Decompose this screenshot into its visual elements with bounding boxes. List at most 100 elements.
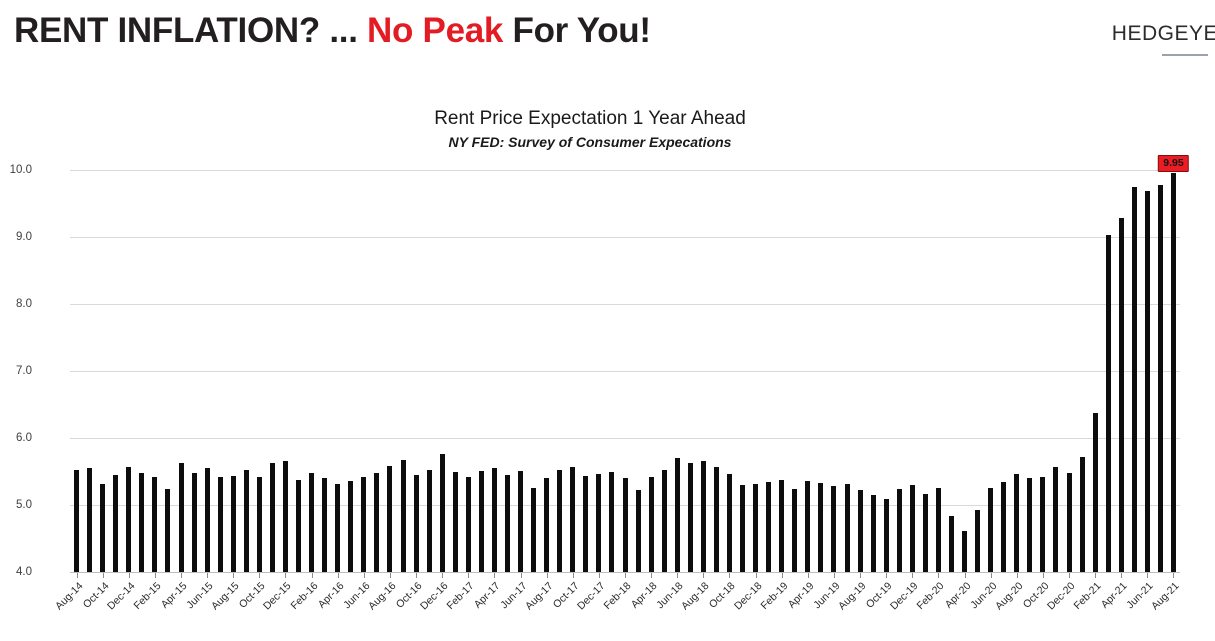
- gridline: [70, 170, 1180, 171]
- x-axis-tick: [912, 573, 914, 578]
- x-axis: Aug-14 Oct-14 Dec-14 Feb-15 Apr-15 Jun-15 Aug-…: [53, 573, 1182, 641]
- bar: [1105, 235, 1111, 572]
- chart-title: Rent Price Expectation 1 Year Ahead: [434, 108, 746, 129]
- bar: [818, 482, 824, 572]
- bar: [296, 479, 302, 572]
- bar: [126, 466, 132, 572]
- bar: [426, 469, 432, 572]
- bar: [439, 454, 445, 572]
- y-axis-tick-label: 6.0: [16, 432, 32, 444]
- x-axis-tick: [520, 573, 522, 578]
- plot-area: [70, 170, 1180, 573]
- bar: [779, 479, 785, 572]
- bar: [766, 481, 772, 572]
- bar: [518, 470, 524, 572]
- x-axis-tick: [781, 573, 783, 578]
- page-header: RENT INFLATION? ... No Peak For You! HED…: [0, 0, 1215, 72]
- headline-part-2: For You!: [503, 11, 652, 50]
- bar: [1001, 482, 1007, 572]
- x-axis-tick: [833, 573, 835, 578]
- bar: [504, 474, 510, 572]
- x-axis-tick: [990, 573, 992, 578]
- bar: [1170, 173, 1176, 572]
- x-axis-tick: [1147, 573, 1149, 578]
- x-axis-tick: [546, 573, 548, 578]
- bar: [1131, 186, 1137, 572]
- bar: [544, 477, 550, 572]
- x-axis-tick: [964, 573, 966, 578]
- bar: [1027, 478, 1033, 572]
- x-axis-tick: [677, 573, 679, 578]
- x-axis-tick: [102, 573, 104, 578]
- bar: [740, 484, 746, 572]
- bar: [962, 531, 968, 572]
- x-axis-tick: [1121, 573, 1123, 578]
- bar: [726, 473, 732, 572]
- bar: [648, 476, 654, 572]
- bar: [557, 469, 563, 572]
- bar: [1066, 472, 1072, 572]
- bar: [191, 472, 197, 572]
- bar: [204, 468, 210, 572]
- y-axis-tick-label: 4.0: [16, 566, 32, 578]
- gridline: [70, 371, 1180, 372]
- bar: [139, 472, 145, 572]
- bar: [400, 460, 406, 572]
- bar: [243, 470, 249, 572]
- bar: [1014, 473, 1020, 572]
- x-axis-tick: [389, 573, 391, 578]
- bar: [113, 474, 119, 572]
- x-axis-tick: [1042, 573, 1044, 578]
- bar: [1092, 412, 1098, 572]
- headline-accent: No Peak: [367, 11, 504, 50]
- chart-subtitle: NY FED: Survey of Consumer Expecations: [448, 134, 732, 150]
- gridline: [70, 237, 1180, 238]
- bar: [713, 467, 719, 572]
- bar: [1144, 191, 1150, 572]
- bar: [452, 472, 458, 572]
- bar: [674, 458, 680, 572]
- bar: [1118, 217, 1124, 572]
- chart-container: Rent Price Expectation 1 Year Ahead NY F…: [0, 72, 1215, 641]
- x-axis-tick: [1095, 573, 1097, 578]
- bar: [478, 470, 484, 572]
- x-axis-tick: [703, 573, 705, 578]
- gridline: [70, 438, 1180, 439]
- bar: [609, 472, 615, 572]
- brand-logo: HEDGEYE: [1112, 22, 1215, 56]
- bar: [491, 468, 497, 572]
- x-axis-tick: [598, 573, 600, 578]
- bar: [322, 478, 328, 572]
- y-axis-tick-label: 5.0: [16, 499, 32, 511]
- bar: [374, 472, 380, 572]
- bar: [857, 490, 863, 572]
- bar: [805, 480, 811, 572]
- bar: [831, 486, 837, 572]
- bar: [282, 460, 288, 572]
- x-axis-tick: [807, 573, 809, 578]
- bar: [165, 488, 171, 572]
- bar: [100, 483, 106, 572]
- bar: [700, 461, 706, 572]
- x-axis-tick: [337, 573, 339, 578]
- bar: [256, 476, 262, 572]
- bar: [152, 476, 158, 572]
- bar: [570, 466, 576, 572]
- x-axis-tick: [468, 573, 470, 578]
- bar: [74, 470, 80, 572]
- y-axis-tick-label: 7.0: [16, 365, 32, 377]
- x-axis-tick: [938, 573, 940, 578]
- bar: [269, 463, 275, 572]
- y-axis-tick-label: 8.0: [16, 298, 32, 310]
- bar: [1040, 476, 1046, 572]
- bar: [596, 473, 602, 572]
- bar: [661, 469, 667, 572]
- brand-underline-rule: [1162, 54, 1208, 56]
- bar: [635, 490, 641, 572]
- bar: [844, 483, 850, 572]
- x-axis-tick: [285, 573, 287, 578]
- x-axis-tick: [860, 573, 862, 578]
- x-axis-line: [70, 572, 1180, 573]
- bar: [531, 488, 537, 572]
- headline-part-1: RENT INFLATION? ...: [14, 11, 368, 50]
